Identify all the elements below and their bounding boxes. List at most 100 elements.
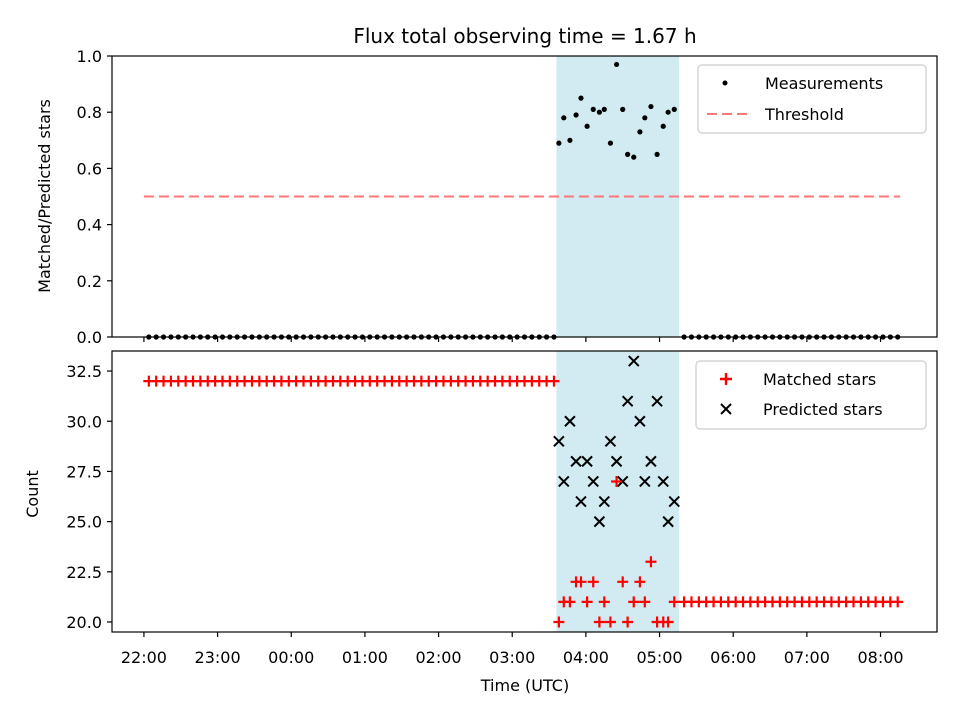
- bottom-legend-box: [695, 360, 927, 430]
- measurement-point: [607, 140, 614, 146]
- y-tick-label: 0.4: [77, 216, 102, 235]
- x-tick-label: 05:00: [636, 648, 682, 667]
- y-tick-label: 0.6: [77, 159, 102, 178]
- predicted-star-point: [575, 495, 587, 508]
- legend-matched-label: Matched stars: [763, 370, 876, 389]
- matched-star-point: [639, 596, 651, 608]
- predicted-star-point: [634, 415, 646, 427]
- x-tick-label: 08:00: [857, 648, 903, 667]
- matched-star-point: [622, 616, 634, 628]
- x-axis-label: Time (UTC): [480, 676, 569, 695]
- y-tick-label: 0.8: [77, 103, 102, 122]
- bottom-plot-frame: [111, 350, 938, 633]
- predicted-star-point: [604, 435, 617, 448]
- y-tick-label: 30.0: [66, 412, 102, 431]
- x-tick-label: 07:00: [784, 648, 830, 667]
- predicted-star-point: [662, 515, 674, 528]
- predicted-star-point: [639, 475, 651, 488]
- measurement-point: [613, 61, 620, 68]
- x-tick-label: 04:00: [563, 648, 609, 667]
- matched-star-point: [628, 596, 640, 608]
- measurement-point: [665, 109, 671, 115]
- y-tick-label: 1.0: [77, 47, 102, 66]
- legend-predicted-label: Predicted stars: [763, 400, 883, 419]
- bottom-legend: Matched stars Predicted stars: [695, 360, 927, 430]
- predicted-star-point: [598, 495, 611, 508]
- matched-star-point: [587, 576, 599, 588]
- matched-star-point: [575, 576, 587, 588]
- top-x-axis-ticks: [143, 337, 882, 342]
- predicted-star-point: [581, 455, 593, 468]
- predicted-star-point: [617, 475, 629, 488]
- legend-predicted-marker: [720, 403, 732, 415]
- top-panel: 0.0 0.2 0.4 0.6 0.8 1.0 Matched/Predicted sta…: [35, 47, 938, 347]
- bottom-panel: 20.0 22.5 25.0 27.5 30.0 32.5 22:00 23:00 00:00…: [23, 350, 938, 695]
- predicted-star-point: [651, 395, 663, 407]
- matched-star-point: [598, 596, 610, 608]
- predicted-star-point: [570, 455, 582, 468]
- x-tick-label: 02:00: [416, 648, 462, 667]
- predicted-star-point: [668, 495, 680, 508]
- bottom-marks: [143, 355, 904, 628]
- top-y-axis: 0.0 0.2 0.4 0.6 0.8 1.0: [77, 47, 112, 347]
- matched-star-point: [645, 556, 657, 568]
- measurement-point: [596, 109, 602, 115]
- x-tick-label: 00:00: [268, 648, 314, 667]
- predicted-star-point: [558, 475, 570, 488]
- bottom-y-axis: 20.0 22.5 25.0 27.5 30.0 32.5: [66, 362, 112, 632]
- bottom-y-axis-label: Count: [23, 470, 42, 518]
- chart-title: Flux total observing time = 1.67 h: [353, 24, 696, 48]
- measurement-point: [590, 106, 596, 112]
- top-legend-box: [697, 64, 927, 134]
- top-marks: [146, 61, 901, 340]
- matched-star-point: [564, 596, 576, 608]
- predicted-star-point: [564, 415, 576, 427]
- top-plot-frame: [111, 55, 938, 338]
- measurement-point: [567, 137, 573, 143]
- bottom-x-axis: 22:00 23:00 00:00 01:00 02:00 03:00 04:00 05:00…: [121, 632, 904, 667]
- y-tick-label: 25.0: [66, 513, 102, 532]
- legend-measurements-marker: [722, 80, 728, 86]
- legend-measurements-label: Measurements: [765, 74, 883, 93]
- predicted-star-point: [587, 475, 599, 488]
- x-tick-label: 23:00: [195, 648, 241, 667]
- legend-matched-marker: [720, 373, 732, 385]
- measurement-point: [648, 103, 654, 110]
- legend-threshold-label: Threshold: [764, 105, 844, 124]
- measurement-point: [654, 151, 660, 157]
- matched-star-point: [548, 375, 560, 387]
- bottom-shaded-interval: [556, 351, 680, 632]
- predicted-star-point: [553, 435, 565, 448]
- top-legend: Measurements Threshold: [697, 64, 927, 134]
- predicted-star-point: [628, 355, 640, 367]
- x-tick-label: 01:00: [342, 648, 388, 667]
- measurement-point: [578, 95, 584, 101]
- measurement-point: [631, 154, 637, 160]
- y-tick-label: 22.5: [66, 563, 102, 582]
- predicted-star-point: [657, 475, 669, 488]
- y-tick-label: 0.0: [77, 328, 102, 347]
- y-tick-label: 20.0: [66, 613, 102, 632]
- matched-star-point: [662, 616, 674, 628]
- predicted-star-point: [610, 455, 623, 468]
- measurement-point: [601, 106, 607, 112]
- y-tick-label: 0.2: [77, 272, 102, 291]
- predicted-star-point: [593, 515, 606, 528]
- y-tick-label: 27.5: [66, 462, 102, 481]
- x-tick-label: 22:00: [121, 648, 167, 667]
- measurement-point: [556, 140, 562, 146]
- measurement-point: [642, 115, 648, 121]
- matched-star-point: [668, 596, 680, 608]
- measurement-point: [625, 151, 631, 157]
- predicted-star-point: [645, 455, 657, 468]
- measurement-point: [671, 106, 677, 112]
- matched-star-point: [617, 576, 629, 588]
- measurement-point: [584, 123, 590, 129]
- measurement-point: [620, 106, 626, 112]
- matched-star-point: [604, 616, 616, 628]
- measurement-point: [637, 129, 643, 135]
- measurement-point: [573, 112, 579, 118]
- matched-star-point: [892, 596, 904, 608]
- top-y-axis-label: Matched/Predicted stars: [35, 99, 54, 293]
